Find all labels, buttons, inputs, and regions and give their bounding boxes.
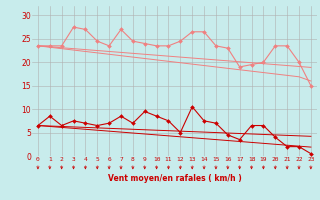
- X-axis label: Vent moyen/en rafales ( km/h ): Vent moyen/en rafales ( km/h ): [108, 174, 241, 183]
